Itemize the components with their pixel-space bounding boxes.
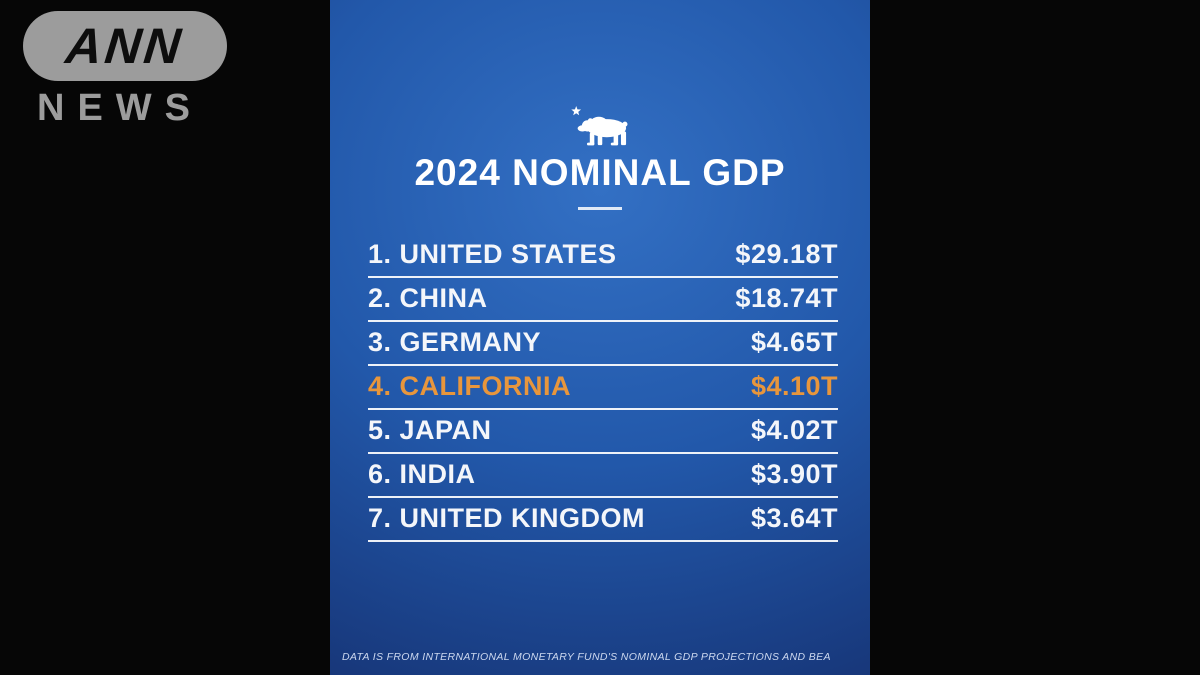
ann-logo: ANN NEWS <box>23 11 227 130</box>
ann-logo-text: ANN <box>63 18 187 74</box>
table-row: 2. CHINA $18.74T <box>368 278 838 322</box>
gdp-table: 1. UNITED STATES $29.18T 2. CHINA $18.74T 3.… <box>368 234 838 542</box>
ann-news-label: NEWS <box>37 87 203 129</box>
row-rank-name: 7. UNITED KINGDOM <box>368 503 646 533</box>
row-rank-name: 3. GERMANY <box>368 327 542 357</box>
table-row: 6. INDIA $3.90T <box>368 454 838 498</box>
row-rank-name: 2. CHINA <box>368 283 488 313</box>
row-value: $3.64T <box>750 503 838 533</box>
source-footnote: DATA IS FROM INTERNATIONAL MONETARY FUND… <box>342 651 831 663</box>
row-rank-name: 5. JAPAN <box>368 415 492 445</box>
row-value: $4.65T <box>750 327 838 357</box>
row-rank-name: 1. UNITED STATES <box>368 239 617 269</box>
row-value: $3.90T <box>750 459 838 489</box>
row-value: $4.10T <box>750 371 838 401</box>
table-row: 5. JAPAN $4.02T <box>368 410 838 454</box>
ann-logo-pill: ANN <box>23 11 227 81</box>
gdp-graphic-panel: 2024 NOMINAL GDP 1. UNITED STATES $29.18T… <box>330 0 870 675</box>
table-row: 4. CALIFORNIA $4.10T <box>368 366 838 410</box>
table-row: 1. UNITED STATES $29.18T <box>368 234 838 278</box>
row-value: $29.18T <box>735 239 838 269</box>
bear-icon <box>577 116 628 146</box>
graphic-title: 2024 NOMINAL GDP <box>414 152 786 193</box>
california-bear-icon <box>330 104 870 150</box>
table-row: 7. UNITED KINGDOM $3.64T <box>368 498 838 542</box>
table-row: 3. GERMANY $4.65T <box>368 322 838 366</box>
row-value: $18.74T <box>735 283 838 313</box>
row-rank-name: 6. INDIA <box>368 459 476 489</box>
row-value: $4.02T <box>750 415 838 445</box>
row-rank-name: 4. CALIFORNIA <box>368 371 572 401</box>
star-icon <box>571 106 582 116</box>
title-divider <box>578 207 622 210</box>
